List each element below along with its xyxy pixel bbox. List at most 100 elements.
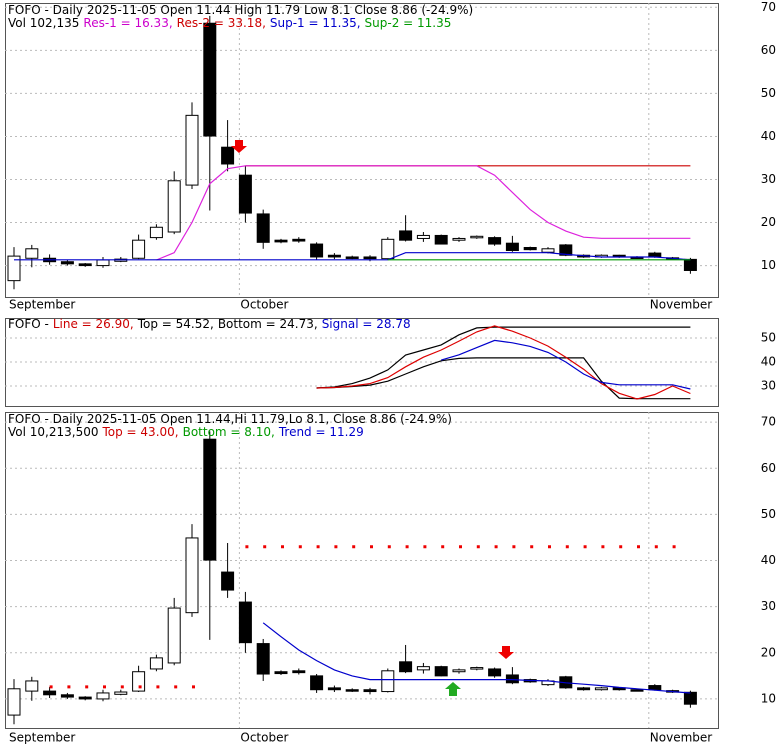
- indicator-line: [316, 326, 691, 389]
- info-text: Vol 10,213,500: [8, 425, 98, 439]
- candle-body: [292, 670, 306, 674]
- candle-body: [648, 685, 662, 691]
- info-text: Sup-1 = 11.35,: [270, 16, 361, 30]
- candle-body: [683, 691, 697, 705]
- candle-body: [221, 146, 235, 165]
- candle-body: [434, 234, 448, 245]
- info-text: Bottom = 24.73,: [218, 317, 318, 331]
- info-text: Top = 43.00,: [101, 425, 178, 439]
- x-tick-label: September: [9, 731, 75, 745]
- candle-body: [25, 680, 39, 692]
- y-tick-label: 20: [761, 645, 776, 659]
- candle-body: [221, 571, 235, 591]
- candle-body: [505, 242, 519, 252]
- candle-body: [488, 668, 502, 677]
- info-text: Top = 54.52,: [137, 317, 214, 331]
- y-tick-label: 70: [761, 0, 776, 14]
- candle-body: [149, 226, 163, 239]
- candle-body: [327, 254, 341, 258]
- candle-body: [381, 238, 395, 260]
- candle-body: [256, 643, 270, 675]
- candle-body: [399, 661, 413, 673]
- info-text: FOFO - Daily 2025-11-05 Open 11.44,Hi 11…: [8, 412, 452, 426]
- candle-body: [256, 213, 270, 243]
- sell-arrow: [498, 646, 514, 659]
- info-text: FOFO - Daily 2025-11-05 Open 11.44 High …: [8, 3, 473, 17]
- candle-body: [238, 174, 252, 214]
- candle-body: [292, 238, 306, 242]
- y-tick-label: 40: [761, 553, 776, 567]
- y-tick-label: 40: [761, 355, 776, 369]
- candle-body: [452, 669, 466, 673]
- indicator-line: [14, 252, 691, 261]
- plot-layer: 10 20 30 40 50 60 70 September October November FO…: [5, 0, 776, 745]
- candle-body: [594, 687, 608, 691]
- y-tick-label: 20: [761, 215, 776, 229]
- trend-panel-frame: [5, 412, 719, 729]
- info-line: FOFO - Daily 2025-11-05 Open 11.44,Hi 11…: [8, 412, 452, 426]
- candle-body: [149, 657, 163, 670]
- info-text: Signal = 28.78: [322, 317, 411, 331]
- y-tick-label: 30: [761, 599, 776, 613]
- candle-body: [274, 671, 288, 675]
- info-text: Res-1 = 16.33,: [83, 16, 172, 30]
- candle-body: [185, 537, 199, 614]
- candle-body: [167, 180, 181, 233]
- candle-body: [683, 258, 697, 271]
- candle-body: [541, 248, 555, 253]
- y-tick-label: 60: [761, 43, 776, 57]
- indicator-line: [262, 622, 691, 694]
- y-tick-label: 50: [761, 86, 776, 100]
- candle-body: [416, 666, 430, 671]
- indicator-line: [441, 339, 691, 390]
- candle-body: [7, 255, 21, 282]
- candle-body: [60, 694, 74, 698]
- candle-body: [648, 252, 662, 258]
- candle-body: [470, 667, 484, 670]
- info-line: FOFO - Daily 2025-11-05 Open 11.44 High …: [8, 3, 473, 17]
- y-tick-label: 10: [761, 691, 776, 705]
- indicator-line: [156, 165, 691, 261]
- candle-body: [25, 248, 39, 259]
- candle-body: [470, 235, 484, 239]
- candle-body: [114, 691, 128, 695]
- candle-body: [7, 688, 21, 716]
- candle-body: [238, 601, 252, 644]
- y-tick-label: 50: [761, 330, 776, 344]
- candle-body: [399, 230, 413, 241]
- candle-body: [577, 687, 591, 691]
- info-line: Vol 102,135 Res-1 = 16.33, Res-2 = 33.18, S…: [8, 16, 451, 30]
- candle-body: [96, 692, 110, 700]
- candle-body: [310, 675, 324, 691]
- candle-body: [505, 674, 519, 684]
- indicator-line: [316, 357, 691, 400]
- info-text: Line = 26.90,: [53, 317, 134, 331]
- info-text: Vol 102,135: [8, 16, 79, 30]
- candle-body: [345, 689, 359, 692]
- candle-body: [345, 256, 359, 259]
- y-tick-label: 70: [761, 415, 776, 429]
- candle-body: [559, 244, 573, 256]
- info-line: FOFO - Line = 26.90, Top = 54.52, Bottom = …: [8, 317, 411, 331]
- candle-body: [60, 261, 74, 265]
- candle-body: [416, 234, 430, 239]
- price-panel-frame: [5, 3, 719, 298]
- candle-body: [43, 690, 57, 696]
- info-text: Bottom = 8.10,: [183, 425, 275, 439]
- candle-body: [185, 114, 199, 186]
- candle-body: [203, 438, 217, 561]
- candle-body: [132, 239, 146, 259]
- indicator-line: [316, 325, 691, 400]
- candle-body: [96, 259, 110, 267]
- candle-body: [381, 670, 395, 693]
- x-tick-label: November: [650, 731, 712, 745]
- info-text: Sup-2 = 11.35: [365, 16, 452, 30]
- y-tick-label: 60: [761, 461, 776, 475]
- y-tick-label: 30: [761, 172, 776, 186]
- candle-body: [452, 237, 466, 241]
- x-tick-label: September: [9, 298, 75, 312]
- y-tick-label: 10: [761, 258, 776, 272]
- y-tick-label: 30: [761, 379, 776, 393]
- x-tick-label: October: [240, 731, 288, 745]
